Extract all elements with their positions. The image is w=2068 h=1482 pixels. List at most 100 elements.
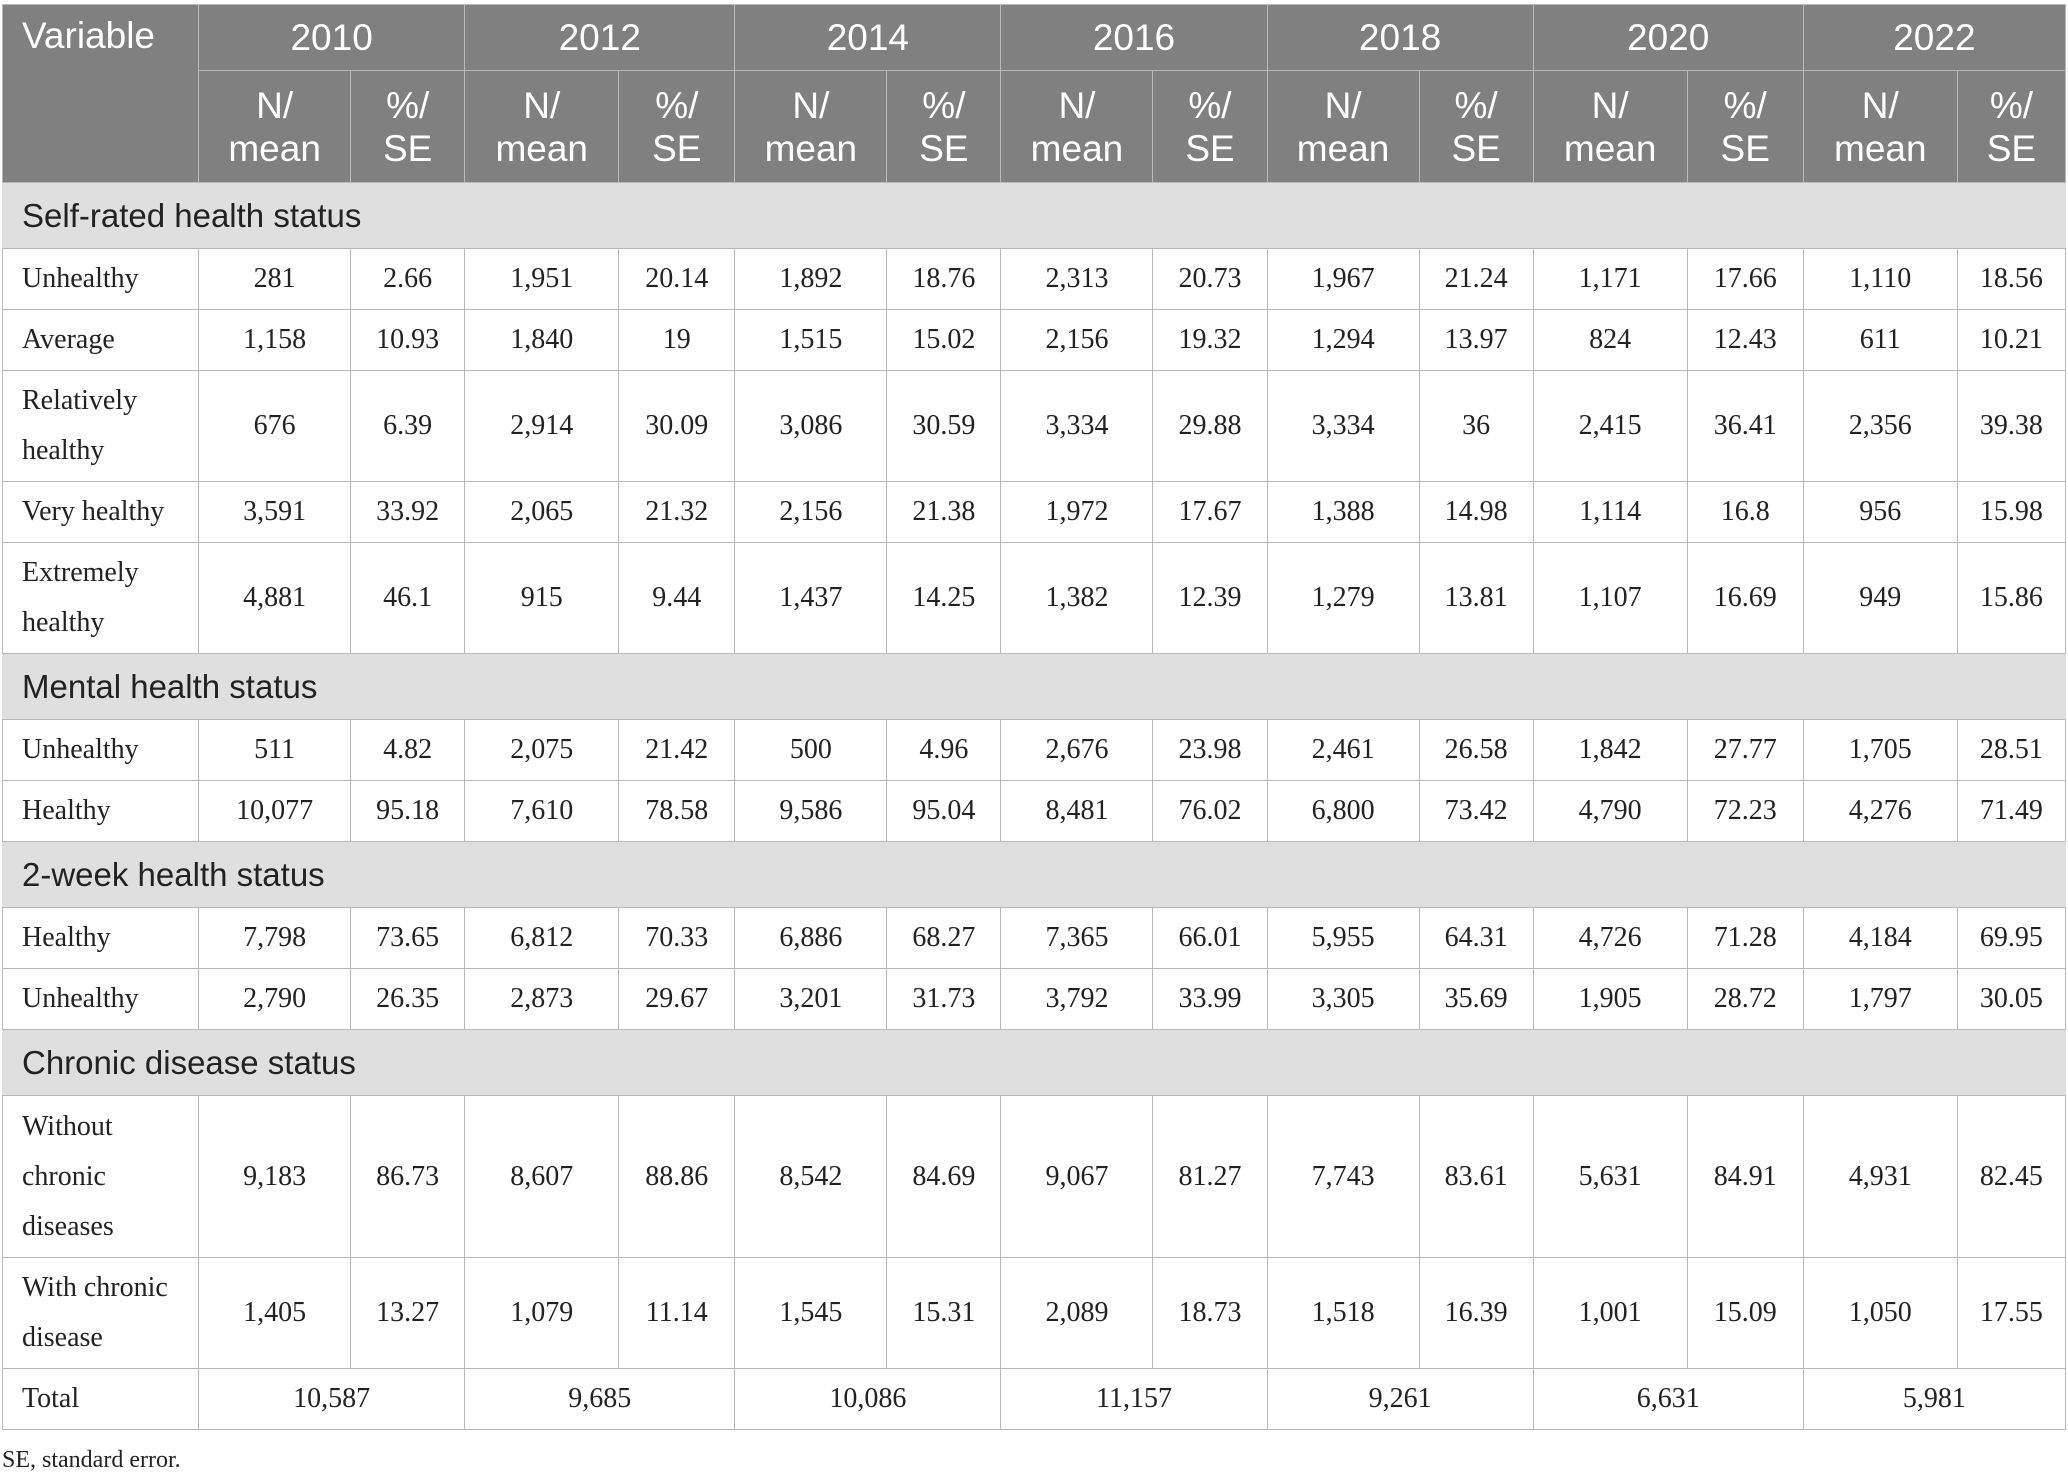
year-header: 2014: [734, 4, 1002, 71]
n-mean-cell: 2,914: [464, 370, 620, 482]
total-row: Total 10,587 9,685 10,086 11,157 9,261 6,631 5,…: [1, 1368, 2067, 1430]
row-label: Extremely healthy: [1, 542, 200, 654]
n-mean-header: N/mean: [198, 70, 352, 183]
pct-se-cell: 2.66: [350, 248, 466, 310]
pct-se-cell: 66.01: [1152, 907, 1268, 969]
pct-se-cell: 19.32: [1152, 309, 1268, 371]
pct-se-cell: 10.93: [350, 309, 466, 371]
table-row: Average 1,158 10.93 1,840 19 1,515 15.02 2,156 1…: [1, 309, 2067, 371]
pct-se-cell: 27.77: [1686, 719, 1804, 781]
n-mean-cell: 1,842: [1532, 719, 1688, 781]
pct-se-cell: 9.44: [618, 542, 736, 654]
pct-se-cell: 35.69: [1418, 968, 1534, 1030]
pct-se-cell: 72.23: [1686, 780, 1804, 842]
row-label: Very healthy: [1, 481, 200, 543]
pct-se-cell: 4.82: [350, 719, 466, 781]
text-line: SE: [919, 127, 969, 169]
n-mean-cell: 6,812: [464, 907, 620, 969]
pct-se-cell: 70.33: [618, 907, 736, 969]
n-mean-cell: 4,726: [1532, 907, 1688, 969]
n-mean-cell: 2,790: [198, 968, 352, 1030]
n-mean-header: N/mean: [464, 70, 620, 183]
n-mean-cell: 1,405: [198, 1257, 352, 1369]
n-mean-cell: 10,077: [198, 780, 352, 842]
n-mean-cell: 1,705: [1802, 719, 1958, 781]
table-row: Healthy 7,798 73.65 6,812 70.33 6,886 68.27 7,3…: [1, 907, 2067, 969]
n-mean-cell: 3,334: [1266, 370, 1420, 482]
variable-header: Variable: [1, 4, 200, 183]
pct-se-cell: 15.98: [1956, 481, 2067, 543]
n-mean-cell: 2,415: [1532, 370, 1688, 482]
row-label: Relatively healthy: [1, 370, 200, 482]
row-label: Healthy: [1, 780, 200, 842]
n-mean-cell: 949: [1802, 542, 1958, 654]
text-line: %/: [922, 84, 966, 126]
n-mean-cell: 3,591: [198, 481, 352, 543]
n-mean-cell: 5,955: [1266, 907, 1420, 969]
pct-se-cell: 12.43: [1686, 309, 1804, 371]
pct-se-cell: 86.73: [350, 1095, 466, 1258]
n-mean-cell: 1,171: [1532, 248, 1688, 310]
n-mean-cell: 1,294: [1266, 309, 1420, 371]
text-line: N/: [256, 84, 294, 126]
pct-se-cell: 13.81: [1418, 542, 1534, 654]
pct-se-cell: 76.02: [1152, 780, 1268, 842]
n-mean-cell: 281: [198, 248, 352, 310]
n-mean-cell: 3,305: [1266, 968, 1420, 1030]
text-line: mean: [1563, 127, 1657, 169]
n-mean-header: N/mean: [1000, 70, 1154, 183]
n-mean-cell: 511: [198, 719, 352, 781]
pct-se-cell: 36.41: [1686, 370, 1804, 482]
text-line: N/: [1324, 84, 1362, 126]
n-mean-cell: 5,631: [1532, 1095, 1688, 1258]
n-mean-cell: 7,610: [464, 780, 620, 842]
n-mean-header: N/mean: [1266, 70, 1420, 183]
n-mean-cell: 1,518: [1266, 1257, 1420, 1369]
pct-se-cell: 17.66: [1686, 248, 1804, 310]
text-line: mean: [1834, 127, 1927, 169]
pct-se-cell: 26.35: [350, 968, 466, 1030]
table-row: Extremely healthy 4,881 46.1 915 9.44 1,437 14.…: [1, 542, 2067, 654]
n-mean-cell: 500: [734, 719, 888, 781]
n-mean-cell: 1,892: [734, 248, 888, 310]
section-title: 2-week health status: [2, 841, 2066, 908]
text-line: %/: [1454, 84, 1498, 126]
row-label: Unhealthy: [1, 968, 200, 1030]
n-mean-cell: 3,792: [1000, 968, 1154, 1030]
n-mean-cell: 2,676: [1000, 719, 1154, 781]
pct-se-cell: 73.42: [1418, 780, 1534, 842]
total-cell: 10,587: [198, 1368, 466, 1430]
n-mean-cell: 8,481: [1000, 780, 1154, 842]
text-line: Healthy: [22, 922, 111, 953]
pct-se-cell: 81.27: [1152, 1095, 1268, 1258]
text-line: Average: [22, 324, 115, 355]
n-mean-cell: 611: [1802, 309, 1958, 371]
pct-se-cell: 15.31: [886, 1257, 1002, 1369]
pct-se-cell: 15.02: [886, 309, 1002, 371]
n-mean-cell: 1,382: [1000, 542, 1154, 654]
n-mean-header: N/mean: [734, 70, 888, 183]
text-line: Healthy: [22, 795, 111, 826]
n-mean-header: N/mean: [1802, 70, 1958, 183]
pct-se-cell: 21.32: [618, 481, 736, 543]
total-cell: 6,631: [1532, 1368, 1804, 1430]
n-mean-cell: 3,334: [1000, 370, 1154, 482]
text-line: mean: [764, 127, 858, 169]
section-title: Self-rated health status: [2, 182, 2066, 249]
text-line: Extremely: [22, 557, 139, 588]
pct-se-cell: 30.59: [886, 370, 1002, 482]
pct-se-cell: 78.58: [618, 780, 736, 842]
table-row: Very healthy 3,591 33.92 2,065 21.32 2,156 21.…: [1, 481, 2067, 543]
n-mean-cell: 9,183: [198, 1095, 352, 1258]
n-mean-cell: 3,086: [734, 370, 888, 482]
n-mean-cell: 1,279: [1266, 542, 1420, 654]
total-cell: 11,157: [1000, 1368, 1268, 1430]
text-line: Unhealthy: [22, 983, 139, 1014]
n-mean-cell: 2,065: [464, 481, 620, 543]
row-label: Average: [1, 309, 200, 371]
n-mean-cell: 1,079: [464, 1257, 620, 1369]
pct-se-cell: 46.1: [350, 542, 466, 654]
n-mean-cell: 7,365: [1000, 907, 1154, 969]
pct-se-cell: 20.73: [1152, 248, 1268, 310]
